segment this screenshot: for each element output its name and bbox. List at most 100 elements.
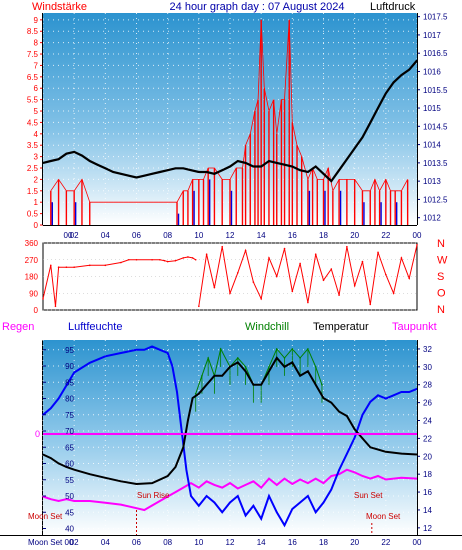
series-luftfeuchte-point <box>143 348 146 351</box>
series-taupunkt-point <box>291 483 294 485</box>
time-axis-tick: 18 <box>319 231 328 240</box>
moon-set-annotation: Moon Set <box>28 512 63 521</box>
pressure-point <box>174 167 177 170</box>
humidity-axis-tick: 60 <box>65 460 74 469</box>
time-axis-tick-bottom: 06 <box>132 538 141 547</box>
series-temperatur-point <box>330 401 333 404</box>
series-taupunkt-point <box>275 484 278 486</box>
pressure-point <box>221 169 224 172</box>
series-taupunkt-point <box>73 500 75 502</box>
series-temperatur-point <box>307 370 309 373</box>
series-luftfeuchte-point <box>88 361 91 364</box>
wind-direction-point <box>174 259 177 262</box>
series-luftfeuchte-point <box>377 394 379 397</box>
time-axis-tick: 06 <box>132 231 141 240</box>
series-temperatur-point <box>166 475 169 477</box>
series-luftfeuchte-point <box>400 391 403 393</box>
humidity-axis-tick: 65 <box>65 443 74 452</box>
series-taupunkt-point <box>159 500 161 502</box>
humidity-axis-tick: 95 <box>65 346 74 355</box>
wind-direction-point <box>275 275 278 278</box>
sun-set-annotation: Sun Set <box>354 491 383 500</box>
series-temperatur-point <box>198 392 200 395</box>
wind-direction-point <box>187 256 189 258</box>
wind-direction-point <box>361 260 364 263</box>
time-axis-tick-bottom: 02 <box>70 538 79 547</box>
wind-axis-tick: 4 <box>34 130 39 139</box>
time-axis-tick: 12 <box>226 231 235 240</box>
wind-axis-tick: 2 <box>34 175 39 184</box>
series-temperatur-point <box>205 383 208 386</box>
compass-label: W <box>437 255 448 267</box>
pressure-point <box>291 165 294 168</box>
humidity-axis-tick: 75 <box>65 411 74 420</box>
series-temperatur-point <box>400 452 403 455</box>
wind-direction-point <box>268 257 270 259</box>
wind-direction-point <box>377 251 379 254</box>
wind-direction-point <box>322 279 325 282</box>
pressure-axis-tick: 1016 <box>423 67 441 76</box>
series-temperatur-point <box>151 482 153 484</box>
pressure-axis-tick: 1013 <box>423 177 441 186</box>
series-luftfeuchte-point <box>322 501 325 504</box>
series-taupunkt-point <box>283 477 286 480</box>
pressure-axis-tick: 1017.5 <box>423 13 448 22</box>
series-luftfeuchte-point <box>221 511 224 514</box>
pressure-point <box>408 68 411 71</box>
series-taupunkt-point <box>338 473 340 475</box>
temperature-axis-tick: 20 <box>423 452 432 461</box>
header-center: 24 hour graph day : 07 August 2024 <box>170 1 345 13</box>
wind-direction-point <box>104 264 107 267</box>
pressure-point <box>307 171 309 173</box>
series-taupunkt-point <box>135 507 138 509</box>
pressure-axis-tick: 1012.5 <box>423 195 448 204</box>
series-taupunkt-point <box>213 484 216 486</box>
direction-axis-tick: 180 <box>25 273 39 282</box>
pressure-point <box>81 154 83 157</box>
wind-direction-point <box>182 257 185 259</box>
series-taupunkt-point <box>299 478 301 481</box>
series-luftfeuchte-point <box>236 495 239 497</box>
series-luftfeuchte-point <box>49 407 52 410</box>
wind-axis-tick: 2.5 <box>27 164 39 173</box>
humidity-axis-tick: 55 <box>65 476 74 485</box>
series-temperatur-point <box>236 361 239 364</box>
wind-direction-point <box>57 266 60 268</box>
series-taupunkt-point <box>65 498 68 501</box>
wind-line <box>50 19 408 203</box>
series-taupunkt-point <box>143 509 146 511</box>
series-taupunkt-point <box>314 477 317 480</box>
compass-label: N <box>437 238 445 250</box>
series-taupunkt-point <box>198 486 200 489</box>
series-luftfeuchte-point <box>291 508 294 510</box>
pressure-axis-tick: 1015 <box>423 104 441 113</box>
series-temperatur-point <box>49 457 52 459</box>
wind-direction-point <box>159 258 161 261</box>
label-taupunkt: Taupunkt <box>392 321 437 333</box>
series-luftfeuchte-point <box>346 452 348 455</box>
series-temperatur-point <box>104 476 107 479</box>
wind-direction-point <box>291 290 294 293</box>
pressure-point <box>322 172 325 175</box>
wind-direction-point <box>283 247 286 250</box>
pressure-point <box>229 165 231 168</box>
series-taupunkt-point <box>190 482 192 484</box>
time-axis-tick: 08 <box>163 231 172 240</box>
humidity-axis-tick: 45 <box>65 508 74 517</box>
time-axis-tick: 00 <box>64 231 73 240</box>
series-taupunkt-point <box>88 500 91 502</box>
pressure-point <box>345 158 348 161</box>
wind-direction-point <box>65 266 68 268</box>
pressure-point <box>104 167 107 170</box>
series-luftfeuchte-point <box>135 348 138 351</box>
wind-direction-point <box>400 257 403 259</box>
series-taupunkt-point <box>260 486 262 489</box>
series-luftfeuchte-point <box>180 430 183 432</box>
temperature-axis-tick: 30 <box>423 363 432 372</box>
series-taupunkt-point <box>369 477 372 480</box>
wind-direction-point <box>166 260 169 263</box>
wind-direction-point <box>244 249 247 252</box>
wind-direction-panel <box>42 242 418 311</box>
pressure-point <box>268 160 270 162</box>
wind-direction-point <box>416 244 418 246</box>
